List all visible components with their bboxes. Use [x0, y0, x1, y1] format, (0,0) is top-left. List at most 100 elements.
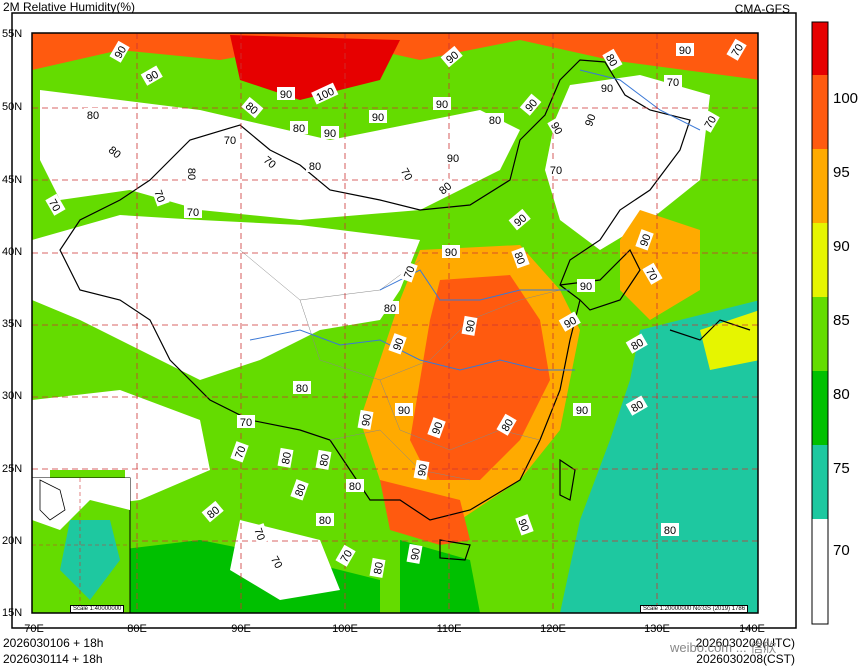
contour-label-70: 70 — [399, 261, 418, 283]
svg-text:70: 70 — [402, 265, 417, 281]
contour-label-80: 80 — [277, 447, 294, 468]
contour-label-90: 90 — [395, 403, 413, 417]
contour-label-70: 70 — [726, 38, 747, 61]
contour-label-70: 70 — [251, 523, 270, 545]
contour-label-90: 90 — [140, 65, 163, 86]
colorbar-label-80: 80 — [833, 386, 850, 403]
svg-text:70: 70 — [251, 527, 266, 543]
svg-text:80: 80 — [87, 110, 99, 122]
watermark-text: weibo.com ... 信欣 — [670, 640, 777, 655]
lon-label-120e: 120E — [540, 623, 566, 635]
colorbar-swatch-90 — [812, 149, 828, 223]
contour-label-70: 70 — [230, 441, 249, 463]
contour-label-90: 90 — [321, 126, 339, 140]
svg-text:80: 80 — [511, 251, 526, 267]
colorbar-swatch-80 — [812, 297, 828, 371]
contour-label-70: 70 — [397, 162, 418, 185]
contour-label-80: 80 — [625, 395, 648, 416]
svg-text:90: 90 — [113, 44, 130, 61]
contour-label-80: 80 — [290, 479, 309, 501]
contour-labels: 90 90 100 90 80 80 90 80 80 70 70 80 80 … — [45, 38, 747, 578]
contour-label-80: 80 — [306, 159, 324, 173]
svg-text:90: 90 — [583, 113, 598, 129]
svg-text:70: 70 — [703, 114, 720, 131]
contour-label-70: 70 — [237, 415, 255, 429]
contour-label-80: 80 — [602, 48, 623, 71]
lat-label-30n: 30N — [2, 390, 23, 402]
contour-label-80: 80 — [625, 333, 648, 354]
svg-text:90: 90 — [398, 405, 410, 417]
svg-text:80: 80 — [318, 453, 332, 467]
contour-label-90: 90 — [461, 315, 478, 336]
contour-label-70: 70 — [335, 544, 356, 567]
svg-text:80: 80 — [309, 161, 321, 173]
contour-label-80: 80 — [381, 301, 399, 315]
svg-text:70: 70 — [187, 207, 199, 219]
svg-text:80: 80 — [296, 383, 308, 395]
valid-time-utc: 2026030200(UTC) — [695, 636, 795, 650]
svg-text:90: 90 — [679, 45, 691, 57]
map-scale-label: Scale 1:20000000 No:GS (2019) 1786 — [640, 605, 749, 613]
contour-label-70: 70 — [642, 262, 663, 285]
contour-label-90: 90 — [547, 116, 568, 139]
colorbar — [811, 21, 829, 625]
contour-label-90: 90 — [558, 311, 581, 332]
colorbar-swatch-75 — [812, 371, 828, 445]
contour-label-70: 70 — [664, 75, 682, 89]
contour-label-90: 90 — [277, 87, 295, 101]
svg-text:90: 90 — [447, 153, 459, 165]
svg-text:90: 90 — [324, 128, 336, 140]
svg-text:80: 80 — [349, 481, 361, 493]
svg-text:80: 80 — [629, 337, 646, 354]
lat-label-35n: 35N — [2, 318, 23, 330]
svg-text:70: 70 — [46, 197, 63, 214]
contour-label-80: 80 — [346, 479, 364, 493]
svg-text:90: 90 — [409, 547, 423, 561]
lon-label-70e: 70E — [24, 623, 44, 635]
lat-label-20n: 20N — [2, 535, 23, 547]
contour-label-90: 90 — [580, 109, 599, 131]
contour-label-70: 70 — [547, 163, 565, 177]
svg-text:70: 70 — [224, 135, 236, 147]
svg-text:70: 70 — [667, 77, 679, 89]
svg-text:70: 70 — [643, 266, 660, 283]
contour-label-90: 90 — [357, 409, 374, 430]
map-border — [31, 32, 759, 614]
contour-label-70: 70 — [45, 193, 66, 216]
colorbar-swatch-85 — [812, 223, 828, 297]
contour-label-90: 90 — [109, 40, 130, 63]
svg-text:70: 70 — [233, 445, 248, 461]
svg-text:70: 70 — [151, 189, 166, 205]
svg-text:70: 70 — [339, 548, 356, 565]
colorbar-swatch-70 — [812, 445, 828, 519]
svg-text:70: 70 — [268, 554, 285, 571]
svg-text:80: 80 — [280, 451, 294, 465]
valid-time-cst: 2026030208(CST) — [696, 652, 795, 666]
contour-label-80: 80 — [315, 449, 332, 470]
svg-text:90: 90 — [445, 247, 457, 259]
svg-text:80: 80 — [500, 417, 517, 434]
svg-text:90: 90 — [601, 83, 613, 95]
contour-label-90: 90 — [444, 151, 462, 165]
contour-label-90: 90 — [433, 97, 451, 111]
province-borders — [239, 249, 561, 481]
contour-label-80: 80 — [293, 381, 311, 395]
svg-text:80: 80 — [384, 303, 396, 315]
graticule — [32, 33, 758, 613]
contour-label-90: 90 — [515, 514, 534, 536]
colorbar-label-95: 95 — [833, 164, 850, 181]
svg-text:90: 90 — [562, 315, 579, 332]
svg-text:80: 80 — [372, 561, 386, 575]
lat-label-40n: 40N — [2, 246, 23, 258]
contour-label-90: 90 — [388, 333, 407, 355]
contour-label-90: 90 — [676, 43, 694, 57]
contour-label-80: 80 — [511, 247, 530, 269]
lon-label-110e: 110E — [436, 623, 462, 635]
chart-title: 2M Relative Humidity(%) — [3, 0, 136, 14]
humidity-field — [32, 33, 758, 613]
svg-text:90: 90 — [372, 112, 384, 124]
contour-label-80: 80 — [316, 513, 334, 527]
contour-label-80: 80 — [84, 108, 102, 122]
contour-label-90: 90 — [413, 459, 430, 480]
colorbar-label-75: 75 — [833, 460, 850, 477]
